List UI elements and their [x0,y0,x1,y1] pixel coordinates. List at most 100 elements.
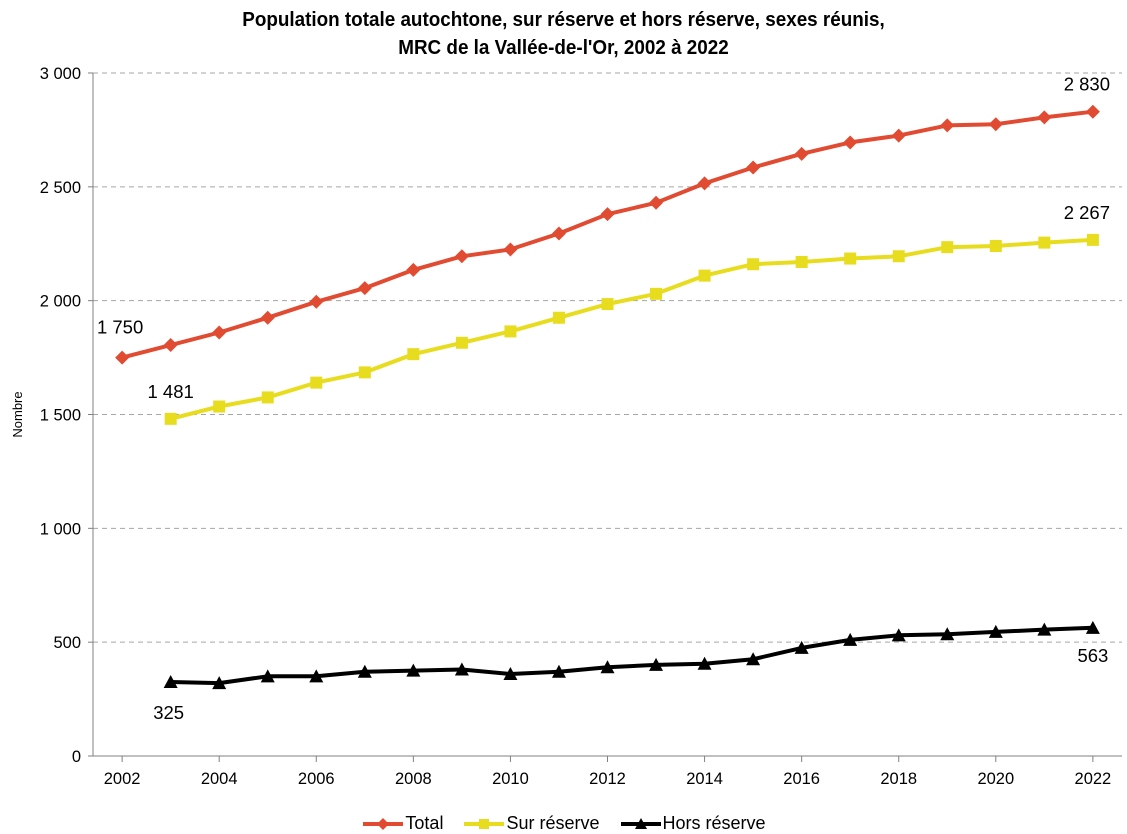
x-tick-label: 2012 [589,770,626,788]
data-label: 2 267 [1064,202,1110,223]
data-point [503,242,518,257]
x-tick-label: 2010 [492,770,529,788]
data-point [164,412,177,425]
x-tick-label: 2002 [104,770,141,788]
data-point [406,663,421,677]
y-tick-label: 3 000 [40,65,81,83]
data-point [1037,110,1052,125]
data-point [407,348,420,361]
data-point [795,255,808,268]
data-point [649,657,664,671]
data-point [163,338,178,353]
data-point [697,656,712,670]
data-point [1085,104,1100,119]
data-point [504,325,517,338]
data-point [212,325,227,340]
y-tick-label: 2 500 [40,179,81,197]
series-line [170,237,1094,421]
legend-label-hors-reserve: Hors réserve [662,813,766,834]
legend-marker-total [363,817,404,830]
y-tick-label: 1 000 [40,520,81,538]
y-tick-label: 0 [72,748,81,766]
data-label: 2 830 [1064,74,1110,95]
chart-title-line-1: Population totale autochtone, sur réserv… [242,8,885,31]
data-point [503,667,518,681]
data-point [212,676,227,690]
data-point [843,135,858,150]
data-point [213,400,226,413]
legend-item-sur-reserve: Sur réserve [462,812,600,834]
data-point [844,252,857,265]
data-point [600,207,615,222]
data-point [891,128,906,143]
data-point [454,249,469,264]
data-point [310,376,323,389]
x-tick-label: 2006 [298,770,335,788]
data-point [261,391,274,404]
data-point [551,664,566,678]
data-label: 1 750 [97,317,143,338]
data-label: 563 [1077,645,1108,666]
data-point [115,350,130,365]
data-point [649,195,664,210]
data-point [940,118,955,133]
x-tick-label: 2016 [783,770,820,788]
series-2 [163,620,1100,690]
data-label: 325 [153,702,184,723]
data-point [601,298,614,311]
data-point [552,311,565,324]
series-1 [164,233,1099,425]
data-point [1038,236,1051,249]
data-point [163,675,178,689]
data-point [697,176,712,191]
data-label: 1 481 [148,381,194,402]
data-point [746,652,761,666]
data-point [698,269,711,282]
data-point [551,226,566,241]
y-axis-label: Nombre [10,391,25,437]
data-point [940,627,955,641]
legend-marker-sur-reserve [464,818,505,829]
data-point [454,662,469,676]
data-point [455,336,468,349]
data-point [358,366,371,379]
data-point [794,146,809,161]
data-point [941,241,954,254]
data-point [309,294,324,309]
data-point [1086,233,1099,246]
y-tick-label: 1 500 [40,407,81,425]
x-tick-label: 2020 [977,770,1014,788]
data-point [794,640,809,654]
y-tick-label: 2 000 [40,293,81,311]
legend-label-sur-reserve: Sur réserve [506,813,600,834]
chart-title-line-2: MRC de la Vallée-de-l'Or, 2002 à 2022 [398,36,729,59]
x-tick-label: 2008 [395,770,432,788]
data-point [746,160,761,175]
data-point [988,624,1003,638]
data-point [309,669,324,683]
data-point [892,250,905,263]
chart-title: Population totale autochtone, sur réserv… [45,6,1082,62]
x-tick-label: 2022 [1075,770,1112,788]
data-point [891,628,906,642]
data-point [357,281,372,296]
data-point [260,669,275,683]
data-point [357,664,372,678]
y-tick-label: 500 [53,634,81,652]
data-point [1085,620,1100,634]
x-tick-label: 2014 [686,770,723,788]
legend-item-hors-reserve: Hors réserve [619,812,766,834]
data-point [650,287,663,300]
x-tick-label: 2018 [880,770,917,788]
data-point [406,262,421,277]
data-point [747,258,760,271]
data-point [988,117,1003,132]
legend: Total Sur réserve Hors réserve [0,812,1127,834]
data-point [600,660,615,674]
legend-item-total: Total [361,812,443,834]
series-line [170,625,1093,686]
data-point [989,240,1002,253]
legend-label-total: Total [405,813,444,834]
data-point [843,632,858,646]
